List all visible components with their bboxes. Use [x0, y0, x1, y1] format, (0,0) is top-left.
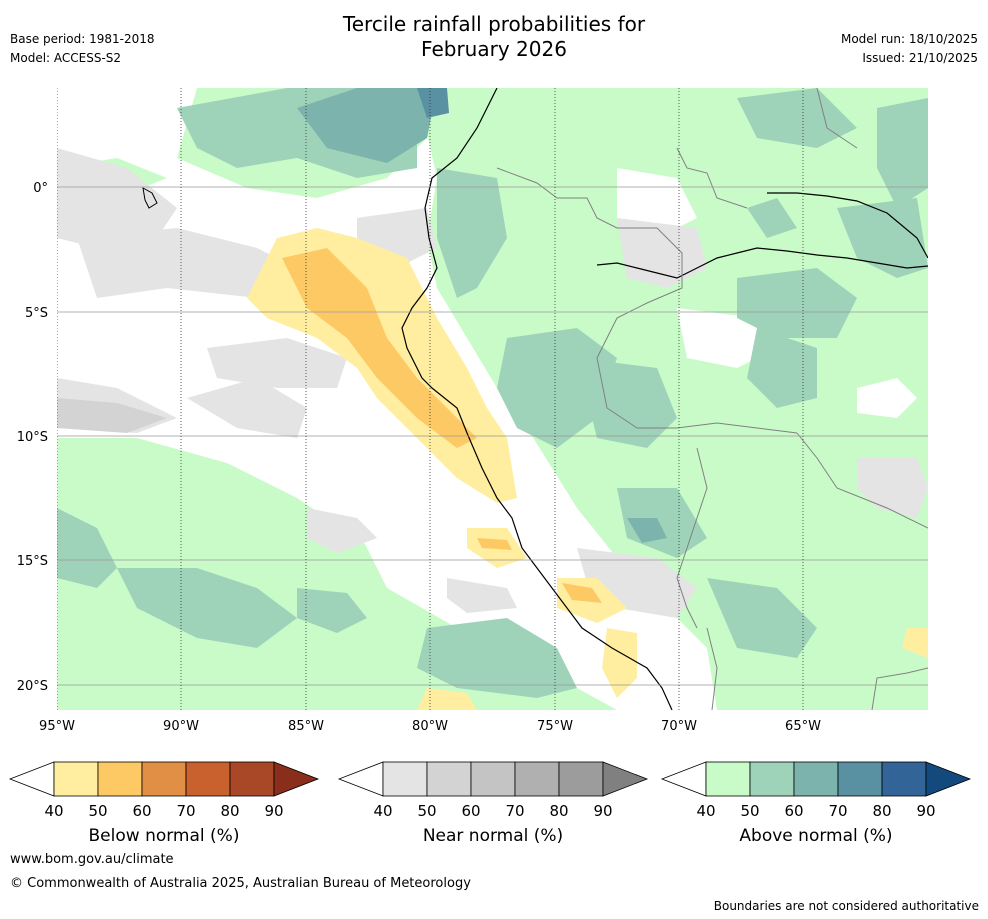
lon-tick-1: 90°W [163, 719, 199, 734]
chart-title: Tercile rainfall probabilities for Febru… [0, 12, 988, 62]
below-tick-2: 60 [132, 802, 151, 820]
near-tick-5: 90 [593, 802, 612, 820]
near-tick-4: 80 [549, 802, 568, 820]
rainfall-map [57, 88, 928, 710]
near-normal-40-50-regions [57, 148, 928, 618]
colorbar-below-ticks: 40 50 60 70 80 90 [44, 802, 283, 820]
colorbars: 40 50 60 70 80 90 40 50 60 70 80 90 40 5… [8, 761, 972, 820]
graticule [57, 186, 928, 686]
colorbar-above [660, 761, 972, 797]
longitude-labels: 95°W 90°W 85°W 80°W 75°W 70°W 65°W [39, 719, 821, 734]
above-normal-70-80-regions [417, 88, 449, 118]
above-normal-50-60-regions [57, 88, 928, 698]
meta-left: Base period: 1981-2018 Model: ACCESS-S2 [10, 32, 155, 70]
lon-tick-5: 70°W [661, 719, 697, 734]
below-tick-4: 80 [220, 802, 239, 820]
below-tick-0: 40 [44, 802, 63, 820]
colorbar-below-label: Below normal (%) [88, 826, 240, 846]
colorbar-near-label: Near normal (%) [422, 826, 564, 846]
near-tick-2: 60 [461, 802, 480, 820]
colorbar-near [337, 761, 649, 797]
lon-tick-4: 75°W [537, 719, 573, 734]
footer-copyright: © Commonwealth of Australia 2025, Austra… [10, 876, 471, 891]
below-tick-3: 70 [176, 802, 195, 820]
title-line-1: Tercile rainfall probabilities for [342, 12, 646, 36]
near-tick-1: 50 [417, 802, 436, 820]
colorbar-near-ticks: 40 50 60 70 80 90 [373, 802, 612, 820]
near-normal-50-60-regions [57, 398, 167, 433]
above-normal-60-70-regions [297, 88, 667, 543]
above-tick-2: 60 [784, 802, 803, 820]
footer-note: Boundaries are not considered authoritat… [713, 899, 979, 913]
lon-tick-2: 85°W [288, 719, 324, 734]
above-tick-4: 80 [872, 802, 891, 820]
near-tick-0: 40 [373, 802, 392, 820]
country-borders [496, 88, 928, 710]
footer-url: www.bom.gov.au/climate [10, 852, 174, 867]
lon-tick-6: 65°W [785, 719, 821, 734]
lat-tick-0: 0° [33, 181, 48, 196]
base-period: Base period: 1981-2018 [10, 32, 155, 46]
lon-tick-0: 95°W [39, 719, 75, 734]
colorbar-above-label: Above normal (%) [739, 826, 893, 846]
below-tick-1: 50 [88, 802, 107, 820]
below-normal-50-60-regions [282, 248, 602, 603]
below-tick-5: 90 [264, 802, 283, 820]
above-tick-3: 70 [828, 802, 847, 820]
lon-tick-3: 80°W [412, 719, 448, 734]
above-tick-0: 40 [696, 802, 715, 820]
lat-tick-3: 15°S [17, 554, 48, 569]
issued-date: Issued: 21/10/2025 [862, 51, 978, 65]
lat-tick-2: 10°S [17, 430, 48, 445]
latitude-labels: 0° 5°S 10°S 15°S 20°S [17, 181, 48, 694]
title-line-2: February 2026 [421, 37, 567, 61]
model-run: Model run: 18/10/2025 [840, 32, 978, 46]
near-tick-3: 70 [505, 802, 524, 820]
lat-tick-4: 20°S [17, 679, 48, 694]
meta-right: Model run: 18/10/2025 Issued: 21/10/2025 [841, 32, 978, 70]
above-tick-1: 50 [740, 802, 759, 820]
colorbar-above-ticks: 40 50 60 70 80 90 [696, 802, 935, 820]
model-name: Model: ACCESS-S2 [10, 51, 122, 65]
above-tick-5: 90 [916, 802, 935, 820]
lat-tick-1: 5°S [25, 306, 48, 321]
colorbar-below [8, 761, 320, 797]
coastline [142, 88, 928, 710]
